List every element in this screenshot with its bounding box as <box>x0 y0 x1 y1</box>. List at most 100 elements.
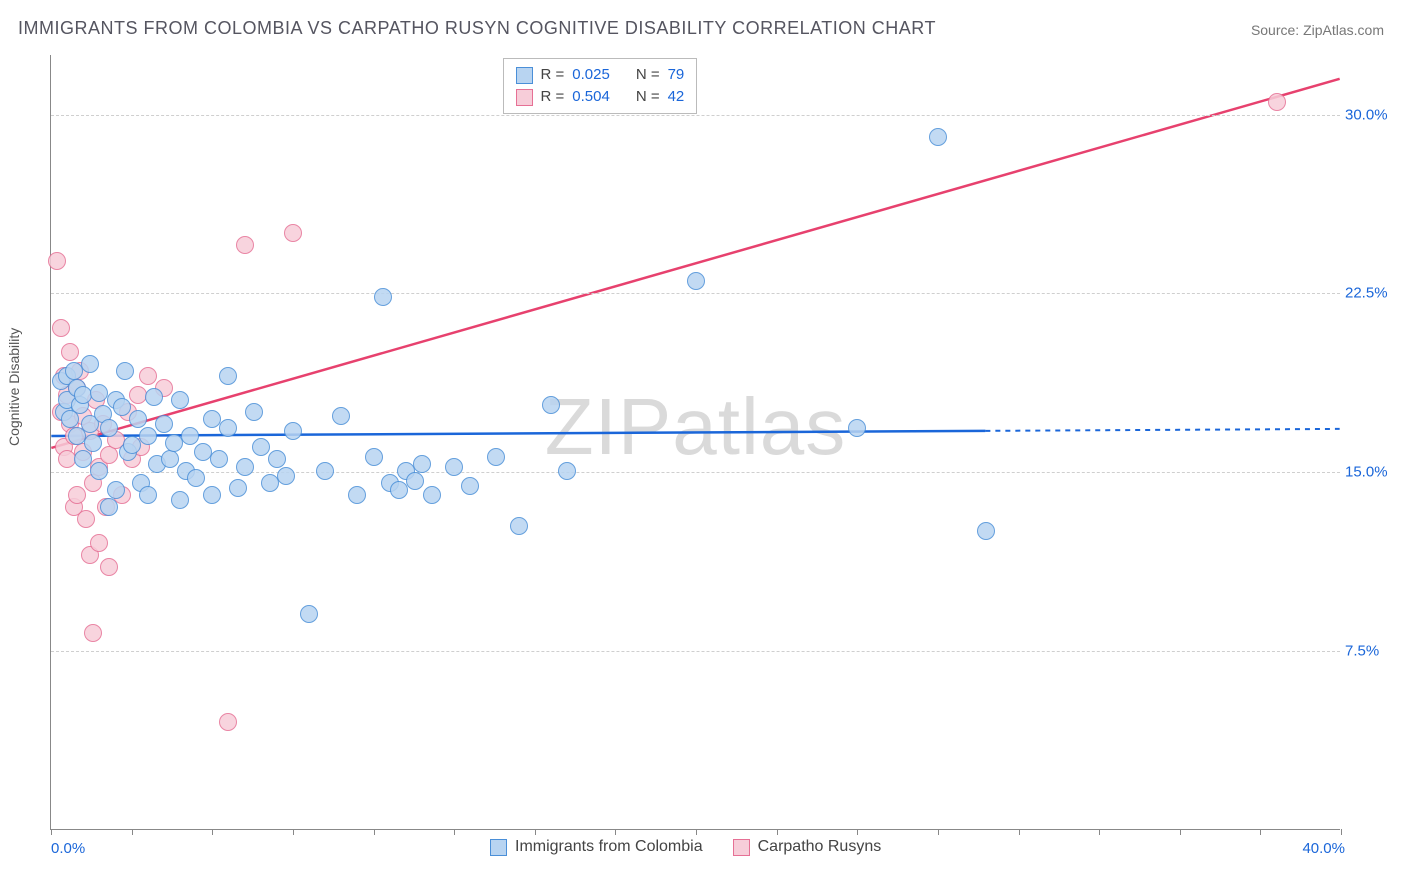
scatter-point-colombia <box>977 522 995 540</box>
x-tick-mark <box>535 829 536 835</box>
swatch-icon <box>516 89 533 106</box>
r-value: 0.504 <box>572 86 610 108</box>
x-tick-mark <box>51 829 52 835</box>
scatter-point-colombia <box>277 467 295 485</box>
x-tick-label: 40.0% <box>1302 840 1345 857</box>
n-label: N = <box>636 86 660 108</box>
scatter-point-colombia <box>81 355 99 373</box>
scatter-point-colombia <box>348 486 366 504</box>
x-tick-mark <box>1180 829 1181 835</box>
scatter-point-colombia <box>390 481 408 499</box>
x-tick-mark <box>1260 829 1261 835</box>
r-label: R = <box>541 86 565 108</box>
scatter-point-colombia <box>210 450 228 468</box>
scatter-point-colombia <box>332 407 350 425</box>
scatter-point-colombia <box>187 469 205 487</box>
scatter-point-colombia <box>129 410 147 428</box>
x-tick-mark <box>374 829 375 835</box>
scatter-point-carpatho <box>84 624 102 642</box>
scatter-point-colombia <box>203 410 221 428</box>
series-legend: Immigrants from Colombia Carpatho Rusyns <box>490 838 881 856</box>
y-axis-label: Cognitive Disability <box>6 328 22 446</box>
scatter-point-colombia <box>229 479 247 497</box>
x-tick-mark <box>615 829 616 835</box>
scatter-point-colombia <box>145 388 163 406</box>
x-tick-mark <box>938 829 939 835</box>
y-tick-label: 30.0% <box>1345 106 1400 123</box>
scatter-point-colombia <box>84 434 102 452</box>
scatter-point-colombia <box>365 448 383 466</box>
scatter-point-colombia <box>113 398 131 416</box>
scatter-point-colombia <box>90 462 108 480</box>
swatch-icon <box>516 67 533 84</box>
scatter-point-colombia <box>100 419 118 437</box>
scatter-point-carpatho <box>90 534 108 552</box>
scatter-point-colombia <box>74 386 92 404</box>
scatter-point-carpatho <box>77 510 95 528</box>
scatter-point-colombia <box>171 491 189 509</box>
n-label: N = <box>636 64 660 86</box>
scatter-point-colombia <box>542 396 560 414</box>
x-tick-mark <box>293 829 294 835</box>
swatch-icon <box>733 839 750 856</box>
scatter-point-colombia <box>252 438 270 456</box>
scatter-point-colombia <box>74 450 92 468</box>
gridline <box>51 115 1340 116</box>
scatter-point-colombia <box>929 128 947 146</box>
scatter-point-colombia <box>848 419 866 437</box>
x-tick-mark <box>132 829 133 835</box>
scatter-point-carpatho <box>68 486 86 504</box>
scatter-point-colombia <box>219 419 237 437</box>
scatter-point-colombia <box>316 462 334 480</box>
x-tick-label: 0.0% <box>51 840 85 857</box>
scatter-point-colombia <box>171 391 189 409</box>
scatter-point-carpatho <box>284 224 302 242</box>
x-tick-mark <box>777 829 778 835</box>
scatter-point-colombia <box>139 427 157 445</box>
scatter-point-colombia <box>123 436 141 454</box>
scatter-point-carpatho <box>48 252 66 270</box>
x-tick-mark <box>857 829 858 835</box>
scatter-point-colombia <box>300 605 318 623</box>
scatter-point-colombia <box>284 422 302 440</box>
scatter-point-colombia <box>268 450 286 468</box>
scatter-point-colombia <box>116 362 134 380</box>
r-value: 0.025 <box>572 64 610 86</box>
scatter-point-colombia <box>236 458 254 476</box>
x-tick-mark <box>212 829 213 835</box>
scatter-point-carpatho <box>139 367 157 385</box>
y-tick-label: 22.5% <box>1345 285 1400 302</box>
x-tick-mark <box>1099 829 1100 835</box>
y-tick-label: 7.5% <box>1345 643 1400 660</box>
chart-title: IMMIGRANTS FROM COLOMBIA VS CARPATHO RUS… <box>18 18 936 39</box>
stats-legend: R = 0.025 N = 79 R = 0.504 N = 42 <box>503 58 698 114</box>
n-value: 79 <box>668 64 685 86</box>
scatter-point-colombia <box>374 288 392 306</box>
scatter-point-colombia <box>413 455 431 473</box>
gridline <box>51 651 1340 652</box>
legend-row-colombia: R = 0.025 N = 79 <box>516 64 685 86</box>
scatter-point-colombia <box>219 367 237 385</box>
scatter-point-colombia <box>181 427 199 445</box>
scatter-point-colombia <box>139 486 157 504</box>
swatch-icon <box>490 839 507 856</box>
scatter-point-colombia <box>406 472 424 490</box>
x-tick-mark <box>454 829 455 835</box>
legend-label: Carpatho Rusyns <box>758 838 882 856</box>
x-tick-mark <box>1019 829 1020 835</box>
y-tick-label: 15.0% <box>1345 464 1400 481</box>
scatter-point-carpatho <box>1268 93 1286 111</box>
scatter-point-colombia <box>445 458 463 476</box>
source-label: Source: ZipAtlas.com <box>1251 22 1384 38</box>
scatter-point-carpatho <box>219 713 237 731</box>
x-tick-mark <box>1341 829 1342 835</box>
trend-lines <box>51 55 1340 829</box>
scatter-point-carpatho <box>236 236 254 254</box>
r-label: R = <box>541 64 565 86</box>
legend-row-carpatho: R = 0.504 N = 42 <box>516 86 685 108</box>
scatter-point-carpatho <box>52 319 70 337</box>
legend-label: Immigrants from Colombia <box>515 838 703 856</box>
plot-area: ZIPatlas R = 0.025 N = 79 R = 0.504 N = … <box>50 55 1340 830</box>
scatter-point-colombia <box>487 448 505 466</box>
x-tick-mark <box>696 829 697 835</box>
